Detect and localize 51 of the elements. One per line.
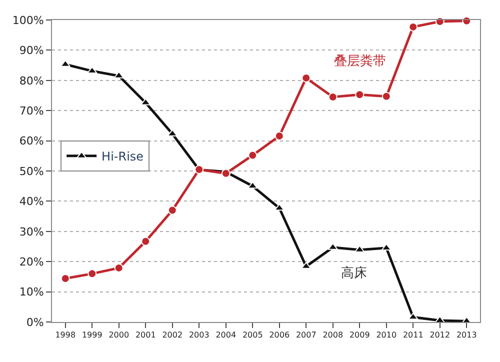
point [114, 71, 124, 78]
x-tick-label: 2006 [269, 330, 290, 340]
point [274, 204, 284, 211]
x-tick-label: 2000 [108, 330, 130, 340]
y-tick-label: 100% [12, 14, 44, 27]
point [274, 131, 284, 140]
point [328, 242, 338, 250]
point [141, 236, 150, 246]
x-tick-label: 2004 [216, 330, 236, 340]
point [221, 168, 230, 178]
point [140, 98, 151, 106]
y-tick-label: 40% [19, 195, 44, 208]
y-tick-label: 20% [19, 255, 44, 268]
point [248, 150, 258, 160]
y-tick-label: 50% [19, 164, 44, 178]
legend-label: Hi-Rise [102, 150, 144, 164]
x-tick-label: 2008 [322, 330, 344, 340]
y-tick-label: 10% [19, 286, 44, 299]
x-tick-label: 2009 [349, 330, 370, 340]
x-tick-label: 2011 [402, 330, 424, 340]
point [408, 312, 418, 320]
point [301, 262, 312, 269]
point [355, 90, 364, 100]
y-tick-label: 70% [19, 104, 44, 118]
series-label: 叠层粪带 [334, 54, 386, 69]
y-tick-label: 90% [19, 44, 44, 58]
x-tick-label: 2002 [162, 330, 183, 340]
annotation: 高床 [341, 265, 367, 281]
y-tick-label: 60% [19, 134, 44, 148]
x-tick-label: 2007 [296, 330, 316, 340]
x-tick-label: 2005 [242, 330, 263, 340]
y-tick-label: 0% [26, 316, 44, 329]
point [87, 66, 98, 74]
x-tick-label: 2013 [456, 330, 477, 340]
point [88, 269, 97, 278]
point [114, 263, 124, 272]
point [248, 182, 258, 189]
y-tick-label: 30% [19, 225, 44, 238]
point [168, 206, 177, 215]
x-tick-label: 2010 [376, 330, 397, 340]
point [60, 60, 70, 67]
point [354, 245, 365, 252]
point [167, 129, 178, 136]
x-tick-label: 2003 [188, 330, 210, 340]
point [382, 92, 391, 101]
x-tick-label: 1999 [82, 330, 102, 340]
x-tick-label: 2001 [135, 330, 156, 340]
y-tick-label: 80% [19, 74, 44, 88]
x-tick-label: 2012 [430, 330, 450, 340]
x-tick-label: 1998 [55, 330, 76, 340]
point [381, 244, 392, 251]
